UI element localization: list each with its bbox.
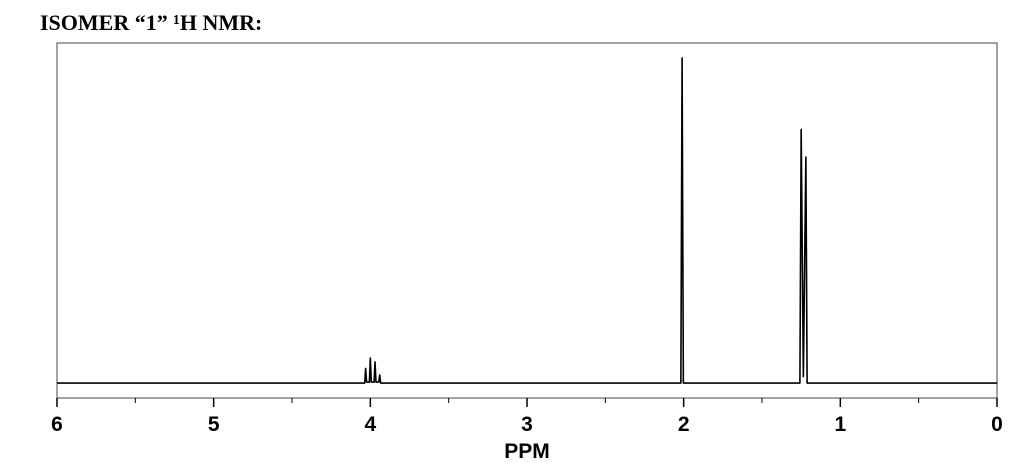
- x-tick-label: 5: [208, 413, 220, 436]
- x-tick-label: 1: [834, 413, 846, 436]
- x-tick-label: 4: [364, 413, 376, 436]
- x-tick-label: 3: [521, 413, 533, 436]
- x-tick-label: 2: [678, 413, 690, 436]
- chart-title: ISOMER “1” ¹H NMR:: [40, 10, 262, 35]
- spectrum-line: [57, 57, 997, 384]
- plot-frame: [56, 42, 998, 399]
- x-axis-label: PPM: [504, 440, 550, 463]
- x-tick-label: 6: [51, 413, 63, 436]
- x-tick-label: 0: [991, 413, 1003, 436]
